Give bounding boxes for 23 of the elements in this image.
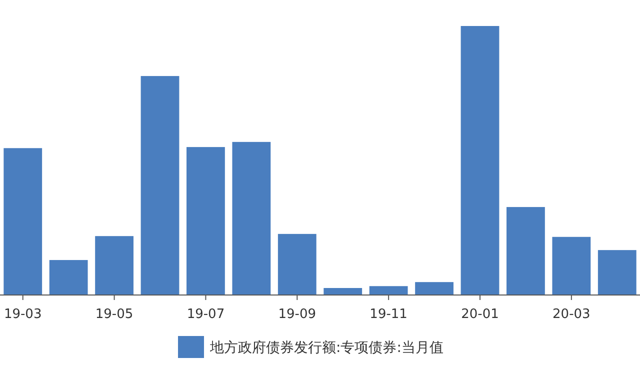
bar — [95, 236, 134, 295]
bar — [369, 286, 408, 295]
bar — [460, 26, 500, 295]
x-tick-label: 19-05 — [95, 307, 134, 322]
x-tick-label: 19-03 — [4, 307, 42, 322]
bar — [598, 250, 636, 295]
bar — [415, 282, 454, 295]
bar — [49, 260, 88, 295]
x-tick-label: 19-11 — [370, 307, 408, 322]
x-tick-label: 20-03 — [552, 307, 590, 322]
legend: 地方政府债券发行额:专项债券:当月值 — [178, 336, 444, 358]
bar — [140, 76, 180, 295]
bar — [278, 234, 316, 295]
bar — [4, 148, 42, 295]
bar — [186, 147, 225, 295]
bar — [232, 142, 271, 295]
x-tick-label: 20-01 — [461, 307, 499, 322]
legend-label: 地方政府债券发行额:专项债券:当月值 — [209, 340, 444, 356]
x-tick-label: 19-07 — [186, 307, 225, 322]
bar — [324, 288, 362, 295]
x-tick-label: 19-09 — [278, 307, 316, 322]
bar — [506, 207, 545, 295]
bar — [552, 236, 591, 295]
